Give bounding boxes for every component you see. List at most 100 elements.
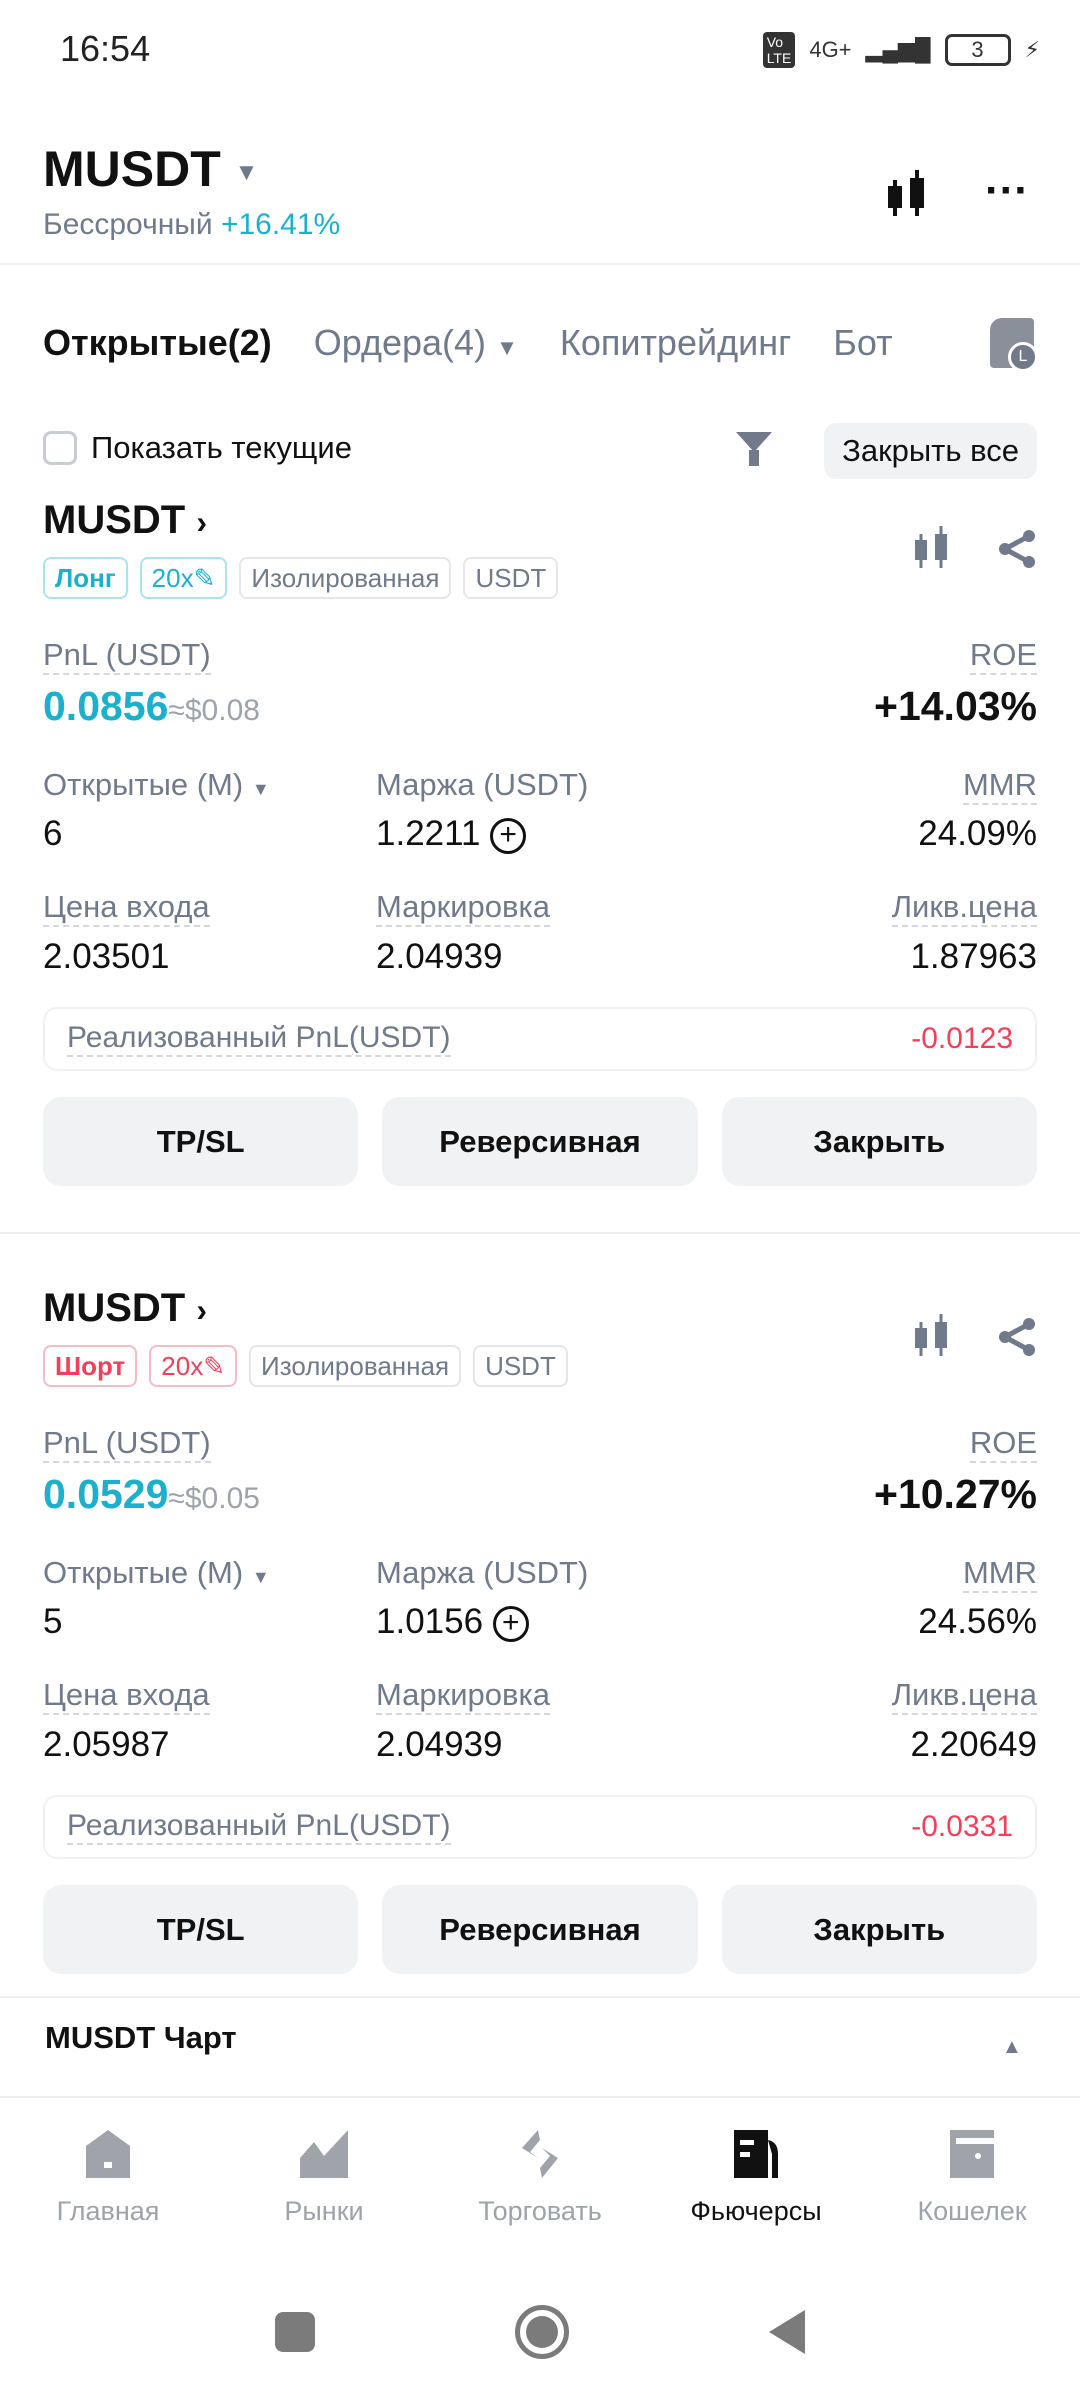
- show-current-toggle[interactable]: Показать текущие: [43, 430, 352, 466]
- side-badge: Шорт: [43, 1345, 138, 1387]
- realized-pnl-label[interactable]: Реализованный PnL(USDT): [67, 1021, 451, 1057]
- leverage-edit[interactable]: 20x ✎: [139, 557, 228, 599]
- open-size-value: 6: [43, 814, 63, 853]
- checkbox[interactable]: [43, 431, 77, 465]
- header-subtitle: Бессрочный +16.41%: [43, 208, 340, 242]
- mark-price-label[interactable]: Маркировка: [376, 1676, 550, 1716]
- back-button[interactable]: [769, 2310, 805, 2354]
- bottom-nav: Главная Рынки Торговать Фьючерсы Кошелек: [0, 2130, 1080, 2227]
- side-badge: Лонг: [43, 557, 128, 599]
- tab-orders[interactable]: Ордера(4) ▼: [313, 322, 518, 363]
- pnl-label[interactable]: PnL (USDT): [43, 1424, 211, 1464]
- roe-value: +10.27%: [874, 1471, 1037, 1517]
- system-nav: [0, 2305, 1080, 2359]
- candlestick-icon[interactable]: [884, 170, 930, 222]
- filter-icon[interactable]: [736, 432, 772, 466]
- pnl-usd: ≈$0.08: [168, 694, 260, 727]
- realized-pnl-value: -0.0123: [911, 1022, 1013, 1055]
- candlestick-icon[interactable]: [913, 1314, 953, 1360]
- entry-price-label[interactable]: Цена входа: [43, 1676, 210, 1716]
- wallet-icon: [950, 2130, 994, 2178]
- margin-label: Маржа (USDT): [376, 767, 589, 802]
- tab-copytrading[interactable]: Копитрейдинг: [559, 322, 792, 363]
- edit-icon: ✎: [193, 562, 216, 593]
- mmr-label[interactable]: MMR: [962, 766, 1037, 806]
- mark-price-value: 2.04939: [376, 1725, 503, 1764]
- more-icon[interactable]: ···: [985, 166, 1029, 215]
- position-symbol-link[interactable]: MUSDT ›: [43, 1286, 207, 1330]
- trade-icon: [522, 2130, 558, 2178]
- open-size-value: 5: [43, 1602, 63, 1641]
- nav-home[interactable]: Главная: [0, 2130, 216, 2227]
- liq-price-label[interactable]: Ликв.цена: [891, 1676, 1037, 1716]
- position-tabs: Открытые(2) Ордера(4) ▼ Копитрейдинг Бот: [43, 322, 893, 364]
- pnl-label[interactable]: PnL (USDT): [43, 636, 211, 676]
- close-position-button[interactable]: Закрыть: [721, 1885, 1037, 1974]
- mmr-label[interactable]: MMR: [962, 1554, 1037, 1594]
- close-position-button[interactable]: Закрыть: [721, 1097, 1037, 1186]
- position-card: MUSDT › Лонг 20x ✎ Изолированная USDT PnL (U…: [43, 490, 1037, 1190]
- roe-label[interactable]: ROE: [969, 1424, 1037, 1464]
- mark-price-value: 2.04939: [376, 937, 503, 976]
- share-icon[interactable]: [997, 1317, 1037, 1357]
- nav-futures[interactable]: Фьючерсы: [648, 2130, 864, 2227]
- candlestick-icon[interactable]: [913, 526, 953, 572]
- home-button[interactable]: [515, 2305, 569, 2359]
- symbol-selector[interactable]: MUSDT ▼: [43, 140, 258, 198]
- futures-icon: [734, 2130, 778, 2178]
- share-icon[interactable]: [997, 529, 1037, 569]
- realized-pnl-label[interactable]: Реализованный PnL(USDT): [67, 1809, 451, 1845]
- tpsl-button[interactable]: TP/SL: [43, 1885, 359, 1974]
- markets-icon: [300, 2130, 348, 2178]
- tab-bot[interactable]: Бот: [833, 322, 893, 363]
- close-all-button[interactable]: Закрыть все: [824, 423, 1037, 479]
- margin-value: 1.2211: [376, 814, 481, 853]
- signal-icon: ▂▄▆█: [865, 37, 931, 62]
- entry-price-value: 2.05987: [43, 1725, 170, 1764]
- chart-section-toggle[interactable]: MUSDT Чарт: [45, 2020, 237, 2055]
- battery-icon: 3: [944, 34, 1011, 66]
- nav-trade[interactable]: Торговать: [432, 2130, 648, 2227]
- edit-icon: ✎: [203, 1350, 225, 1381]
- liq-price-value: 2.20649: [910, 1725, 1037, 1764]
- mark-price-label[interactable]: Маркировка: [376, 888, 550, 928]
- margin-value-wrap: 1.2211 +: [376, 814, 527, 854]
- pnl-usd: ≈$0.05: [168, 1482, 260, 1515]
- leverage-edit[interactable]: 20x ✎: [149, 1345, 237, 1387]
- open-size-label[interactable]: Открытые (M) ▼: [43, 767, 270, 802]
- caret-up-icon[interactable]: ▲: [1002, 2036, 1022, 2058]
- roe-value: +14.03%: [874, 683, 1037, 729]
- reverse-button[interactable]: Реверсивная: [382, 1885, 698, 1974]
- recents-button[interactable]: [275, 2312, 315, 2352]
- entry-price-value: 2.03501: [43, 937, 170, 976]
- mmr-value: 24.09%: [918, 814, 1037, 853]
- history-icon[interactable]: L: [990, 318, 1038, 372]
- roe-label[interactable]: ROE: [969, 636, 1037, 676]
- liq-price-label[interactable]: Ликв.цена: [891, 888, 1037, 928]
- add-margin-icon[interactable]: +: [490, 817, 527, 854]
- chevron-right-icon: ›: [196, 504, 207, 540]
- currency-badge: USDT: [473, 1345, 568, 1387]
- show-current-label: Показать текущие: [91, 430, 352, 465]
- status-icons: Vo LTE 4G+ ▂▄▆█ 3 ⚡: [762, 32, 1040, 68]
- add-margin-icon[interactable]: +: [492, 1605, 529, 1642]
- nav-markets[interactable]: Рынки: [216, 2130, 432, 2227]
- margin-mode-badge: Изолированная: [249, 1345, 462, 1387]
- margin-value-wrap: 1.0156 +: [376, 1602, 529, 1642]
- volte-icon: Vo LTE: [762, 32, 796, 68]
- status-time: 16:54: [60, 28, 151, 69]
- entry-price-label[interactable]: Цена входа: [43, 888, 210, 928]
- network-type: 4G+: [809, 37, 852, 62]
- charging-icon: ⚡: [1024, 37, 1040, 62]
- liq-price-value: 1.87963: [910, 937, 1037, 976]
- realized-pnl-row: Реализованный PnL(USDT) -0.0123: [43, 1007, 1037, 1071]
- margin-label: Маржа (USDT): [376, 1555, 589, 1590]
- tab-open[interactable]: Открытые(2): [43, 322, 272, 363]
- position-card: MUSDT › Шорт 20x ✎ Изолированная USDT PnL (U…: [43, 1278, 1037, 1978]
- tpsl-button[interactable]: TP/SL: [43, 1097, 359, 1186]
- nav-wallet[interactable]: Кошелек: [864, 2130, 1080, 2227]
- reverse-button[interactable]: Реверсивная: [382, 1097, 698, 1186]
- open-size-label[interactable]: Открытые (M) ▼: [43, 1555, 270, 1590]
- contract-type: Бессрочный: [43, 208, 213, 241]
- position-symbol-link[interactable]: MUSDT ›: [43, 498, 207, 542]
